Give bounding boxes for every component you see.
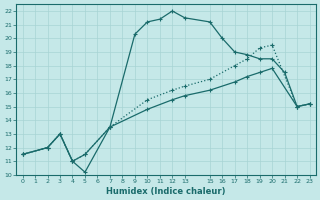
X-axis label: Humidex (Indice chaleur): Humidex (Indice chaleur) [106,187,226,196]
